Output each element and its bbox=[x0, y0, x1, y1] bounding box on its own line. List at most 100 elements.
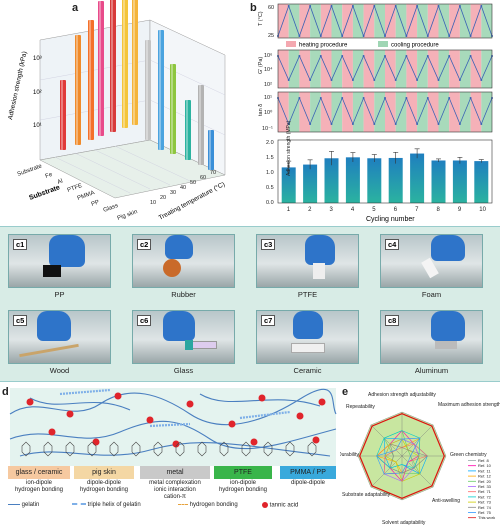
row4-ylabel: Adhesion strength (MPa) bbox=[286, 120, 292, 176]
radar-legend-3: Ref. 12 bbox=[478, 474, 492, 479]
tannic-acid-dot bbox=[92, 438, 100, 446]
panel-a-bar bbox=[98, 1, 104, 136]
mechanism-3: ion-dipole hydrogen bonding bbox=[218, 480, 268, 493]
radar-series-10 bbox=[376, 437, 421, 475]
mechanism-1: dipole-dipole hydrogen bonding bbox=[79, 480, 129, 493]
photo-cell-c1: c1 PP bbox=[4, 230, 123, 304]
panel-c-photo-grid: c1 PP c2 Rubber c3 PTFE c4 Foam c5 bbox=[0, 226, 500, 382]
adhesion-bar-8 bbox=[431, 160, 446, 203]
panel-a-bar bbox=[132, 0, 138, 125]
ytick-50: 50 bbox=[190, 180, 196, 186]
panel-a-bar bbox=[185, 100, 191, 160]
radar-legend-1: Ref. 10 bbox=[478, 463, 492, 468]
radar-axis-label-1: Maximum adhesion strength bbox=[438, 402, 500, 408]
adhesion-bar-3 bbox=[324, 158, 339, 203]
ytick-20: 20 bbox=[160, 195, 166, 201]
adhesion-bar-9 bbox=[452, 160, 467, 203]
caption-c8: Aluminum bbox=[414, 366, 449, 375]
tannic-acid-dot bbox=[146, 416, 154, 424]
radar-legend-4: Ref. 20 bbox=[478, 479, 492, 484]
ytick-60: 60 bbox=[200, 175, 206, 181]
legend-cooling: cooling procedure bbox=[391, 43, 439, 49]
sub-label-glass: Glass bbox=[103, 203, 119, 214]
tannic-acid-dot bbox=[296, 412, 304, 420]
tag-c6: c6 bbox=[137, 315, 152, 326]
tag-c8: c8 bbox=[385, 315, 400, 326]
tannic-acid-dot bbox=[48, 428, 56, 436]
tag-c3: c3 bbox=[261, 239, 276, 250]
cooling-swatch bbox=[378, 41, 388, 47]
sub-label-pmma: PMMA bbox=[77, 190, 96, 202]
panel-d: d glass / ceramic ion-dipole hydrogen bond… bbox=[0, 384, 340, 527]
tag-c1: c1 bbox=[13, 239, 28, 250]
photo-c2: c2 bbox=[132, 234, 235, 288]
xtick-8: 8 bbox=[437, 207, 441, 213]
mechanism-2: metal complexation ionic interaction catio… bbox=[149, 480, 201, 500]
xtick-7: 7 bbox=[415, 207, 419, 213]
radar-legend-2: Ref. 11 bbox=[478, 468, 491, 473]
sub-label-al: Al bbox=[57, 178, 64, 185]
xtick-5: 5 bbox=[372, 207, 376, 213]
caption-c3: PTFE bbox=[297, 290, 318, 299]
radar-legend-6: Ref. 71 bbox=[478, 489, 492, 494]
row4-tick-4: 0.0 bbox=[266, 200, 274, 206]
tannic-acid-dot bbox=[186, 400, 194, 408]
panel-e: e Adhesion strength adjustability Maximum… bbox=[338, 384, 500, 527]
legend-gelatin: gelatin bbox=[8, 502, 39, 508]
adhesion-bar-10 bbox=[474, 161, 489, 203]
photo-c3: c3 bbox=[256, 234, 359, 288]
panel-a-bar bbox=[75, 35, 81, 145]
substrate-0: glass / ceramic bbox=[8, 466, 70, 479]
radar-legend-0: Ref. 8 bbox=[478, 458, 489, 463]
panel-b: b heating procedure cooling procedure T … bbox=[248, 0, 500, 224]
caption-c5: Wood bbox=[49, 366, 70, 375]
photo-cell-c5: c5 Wood bbox=[4, 306, 123, 380]
tannic-acid-dot bbox=[258, 394, 266, 402]
tannic-acid-dot bbox=[318, 398, 326, 406]
panel-a-bar bbox=[88, 20, 94, 140]
substrate-3: PTFE bbox=[214, 466, 272, 479]
photo-cell-c8: c8 Aluminum bbox=[376, 306, 495, 380]
tannic-acid-dot bbox=[228, 420, 236, 428]
radar-legend-5: Ref. 33 bbox=[478, 484, 492, 489]
panel-a-bar bbox=[122, 0, 128, 128]
panel-a-label: a bbox=[72, 2, 79, 14]
tannic-acid-dot bbox=[250, 438, 258, 446]
row3-tick-1: 10¹ bbox=[264, 95, 272, 101]
row1-ylabel: T (°C) bbox=[258, 11, 264, 26]
mechanism-0: ion-dipole hydrogen bonding bbox=[14, 480, 64, 493]
heating-swatch bbox=[286, 41, 296, 47]
xtick-2: 2 bbox=[308, 207, 312, 213]
panel-a-bars bbox=[60, 0, 214, 170]
adhesion-bar-6 bbox=[388, 157, 403, 203]
photo-cell-c3: c3 PTFE bbox=[252, 230, 371, 304]
xtick-10: 10 bbox=[479, 207, 486, 213]
radar-axis-label-7: Repeatability bbox=[346, 404, 375, 410]
tannic-acid-dot bbox=[66, 410, 74, 418]
photo-c6: c6 bbox=[132, 310, 235, 364]
tag-c7: c7 bbox=[261, 315, 276, 326]
radar-axis-label-4: Solvent adaptability bbox=[382, 520, 426, 526]
photo-cell-c7: c7 Ceramic bbox=[252, 306, 371, 380]
row2-ylabel: G' (Pa) bbox=[258, 57, 264, 74]
tannic-acid-dot bbox=[172, 440, 180, 448]
adhesion-bar-2 bbox=[303, 164, 318, 203]
row2-tick-2: 10⁴ bbox=[264, 66, 273, 73]
tag-c2: c2 bbox=[137, 239, 152, 250]
sub-label-fe: Fe bbox=[45, 172, 54, 180]
substrate-4: PMMA / PP bbox=[280, 466, 336, 479]
panel-a-bar bbox=[208, 130, 214, 170]
panel-a-3d-bar-chart: Adhesion strength (kPa) 10¹ 10² 10³ Subs… bbox=[7, 0, 226, 222]
mechanism-4: dipole-dipole bbox=[290, 480, 326, 486]
adhesion-bar-5 bbox=[367, 158, 382, 203]
substrate-2: metal bbox=[140, 466, 210, 479]
legend-triple-helix: triple helix of gelatin bbox=[72, 502, 141, 508]
tag-c5: c5 bbox=[13, 315, 28, 326]
caption-c4: Foam bbox=[421, 290, 442, 299]
row3-ylabel: tan δ bbox=[258, 104, 264, 116]
radar-axis-label-5: Substrate adaptability bbox=[342, 492, 391, 498]
legend-heating: heating procedure bbox=[299, 43, 348, 49]
row4-tick-2: 1.0 bbox=[266, 170, 274, 176]
adhesion-bar-4 bbox=[345, 157, 360, 203]
